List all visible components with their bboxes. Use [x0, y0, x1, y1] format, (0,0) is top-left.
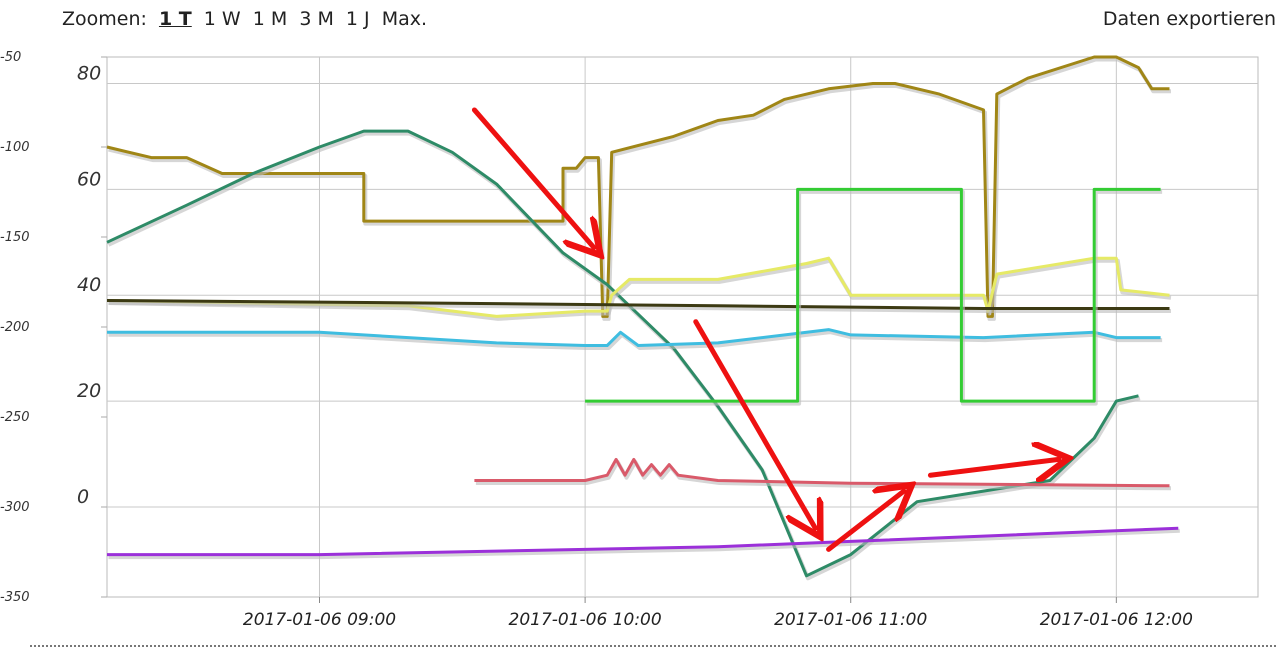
series-line-purple: [107, 526, 1179, 557]
left-axis: 0 20 40 60 80: [77, 62, 101, 508]
x-axis-tick-label: 2017-01-06 09:00: [243, 610, 396, 630]
x-axis-tick-label: 2017-01-06 10:00: [509, 610, 662, 630]
series-shadow-yellow: [108, 258, 1172, 321]
red-arrow-annotation: [826, 491, 904, 552]
right-axis-tick-label: -250: [0, 410, 30, 425]
left-axis-tick-label: 40: [77, 274, 101, 296]
x-axis-tick-label: 2017-01-06 11:00: [774, 610, 927, 630]
zoom-option-1-day[interactable]: 1 T: [158, 8, 192, 30]
series-line-olive: [106, 55, 1170, 318]
right-axis-tick-label: -150: [0, 230, 30, 245]
left-axis-tick-label: 20: [77, 380, 101, 402]
right-axis-tick-label: -200: [0, 320, 30, 335]
series-shadow-dark_olive: [108, 301, 1171, 313]
series-line-yellow: [106, 256, 1170, 318]
series-line-teal: [106, 129, 1139, 578]
series-line-cyan: [107, 328, 1161, 347]
series-shadow-olive: [108, 57, 1171, 321]
zoom-option-3-months[interactable]: 3 M: [299, 8, 334, 30]
right-axis-tick-label: -100: [0, 140, 30, 155]
series-shadow-purple: [108, 528, 1180, 560]
right-axis-tick-label: -50: [0, 50, 21, 65]
series-layer: [106, 55, 1180, 581]
left-axis-tick-label: 80: [77, 62, 101, 84]
bottom-divider: [30, 645, 1276, 647]
red-arrow-annotation: [471, 107, 594, 248]
zoom-option-max[interactable]: Max.: [381, 8, 428, 30]
zoom-option-1-month[interactable]: 1 M: [252, 8, 288, 30]
series-shadow-red: [475, 459, 1172, 491]
left-axis-tick-label: 0: [77, 486, 89, 508]
zoom-label: Zoomen:: [62, 8, 147, 30]
export-data-link[interactable]: Daten exportieren: [1102, 8, 1276, 30]
red-arrow-annotation: [693, 319, 816, 528]
zoom-option-1-year[interactable]: 1 J: [345, 8, 370, 30]
red-arrow-annotation: [927, 459, 1058, 475]
series-shadow-cyan: [108, 330, 1163, 350]
right-axis: -50 -100 -150 -200 -250 -300 -350: [0, 50, 107, 605]
right-axis-tick-label: -350: [0, 590, 30, 605]
x-axis: 2017-01-06 09:00 2017-01-06 10:00 2017-01-…: [243, 597, 1193, 630]
series-line-green: [585, 187, 1161, 403]
zoom-option-1-week[interactable]: 1 W: [203, 8, 241, 30]
left-axis-tick-label: 60: [77, 168, 101, 190]
right-axis-tick-label: -300: [0, 500, 30, 515]
zoom-toolbar: Zoomen: 1 T 1 W 1 M 3 M 1 J Max.: [62, 8, 433, 36]
x-axis-tick-label: 2017-01-06 12:00: [1040, 610, 1193, 630]
series-line-red: [474, 457, 1170, 488]
annotation-layer: [471, 107, 1058, 552]
series-line-dark_olive: [106, 299, 1170, 310]
